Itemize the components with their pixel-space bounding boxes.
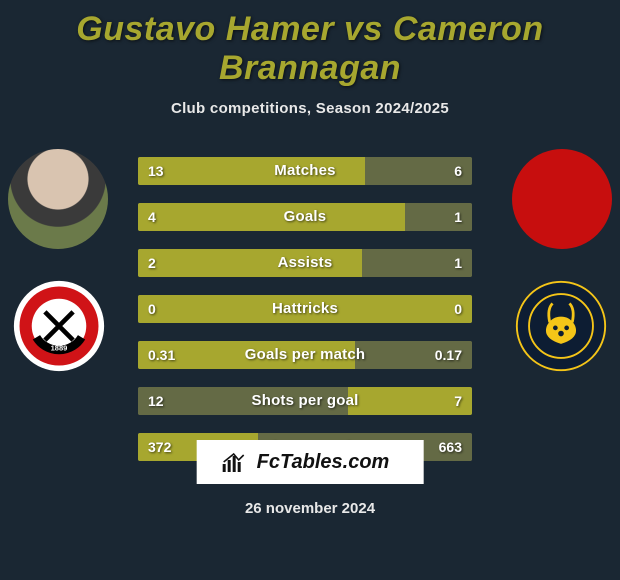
- stat-row: Hattricks00: [138, 295, 472, 323]
- stat-value-left: 0.31: [148, 341, 175, 369]
- stat-row: Goals per match0.310.17: [138, 341, 472, 369]
- stat-value-right: 6: [454, 157, 462, 185]
- comparison-area: 1889 Matches136Goals41Assists21Hattricks…: [0, 149, 620, 469]
- stat-value-left: 372: [148, 433, 171, 461]
- stats-bars: Matches136Goals41Assists21Hattricks00Goa…: [138, 157, 472, 479]
- page-subtitle: Club competitions, Season 2024/2025: [0, 88, 620, 117]
- club-badge-left: 1889: [12, 279, 106, 373]
- stat-row: Shots per goal127: [138, 387, 472, 415]
- player-avatar-left: [8, 149, 108, 249]
- stat-value-left: 2: [148, 249, 156, 277]
- stat-value-left: 0: [148, 295, 156, 323]
- stat-value-right: 1: [454, 249, 462, 277]
- stat-value-left: 4: [148, 203, 156, 231]
- stat-value-left: 13: [148, 157, 164, 185]
- player-avatar-right: [512, 149, 612, 249]
- attribution: FcTables.com: [197, 440, 424, 484]
- chart-icon: [221, 450, 249, 474]
- stat-value-right: 0.17: [435, 341, 462, 369]
- attribution-text: FcTables.com: [257, 451, 390, 474]
- stat-value-right: 1: [454, 203, 462, 231]
- svg-text:1889: 1889: [51, 343, 68, 352]
- club-badge-right: [514, 279, 608, 373]
- stat-row: Matches136: [138, 157, 472, 185]
- date-line: 26 november 2024: [0, 500, 620, 517]
- stat-value-left: 12: [148, 387, 164, 415]
- stat-value-right: 7: [454, 387, 462, 415]
- stat-row: Goals41: [138, 203, 472, 231]
- stat-value-right: 663: [439, 433, 462, 461]
- stat-row: Assists21: [138, 249, 472, 277]
- page-title: Gustavo Hamer vs Cameron Brannagan: [0, 0, 620, 88]
- stat-value-right: 0: [454, 295, 462, 323]
